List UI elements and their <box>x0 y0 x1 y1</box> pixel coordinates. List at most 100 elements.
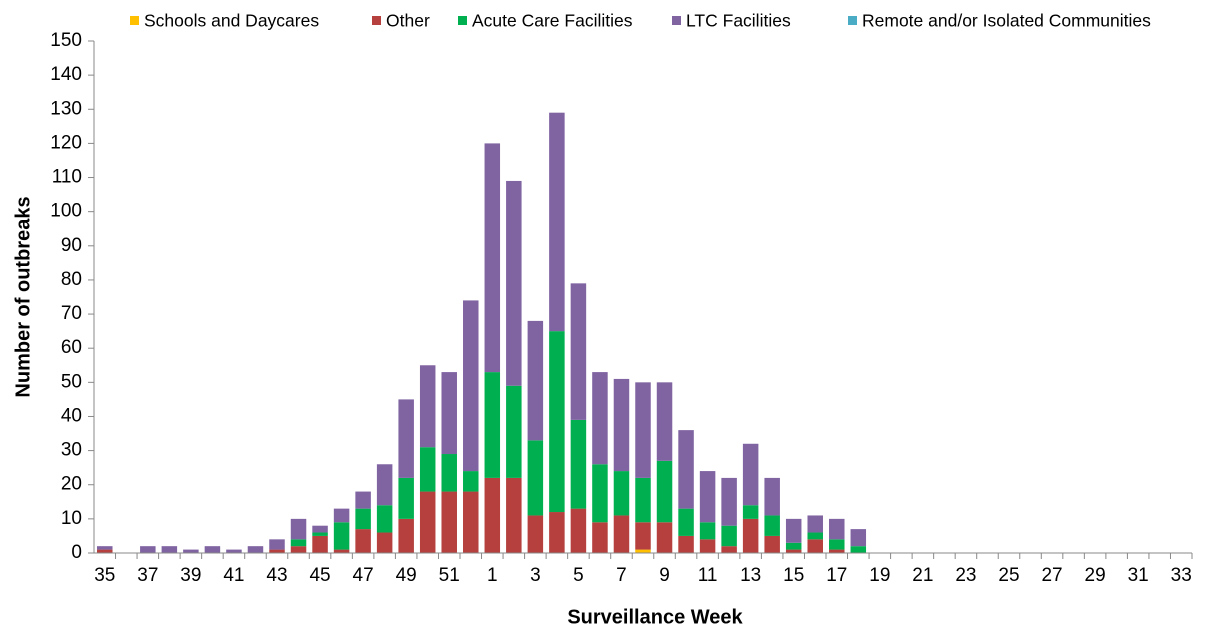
x-tick-label: 1 <box>487 565 498 586</box>
bar-segment <box>398 518 414 553</box>
legend-swatch <box>848 16 857 25</box>
bar-segment <box>269 539 285 550</box>
bar-segment <box>807 515 823 533</box>
bar-segment <box>333 549 350 553</box>
bar-segment <box>419 491 436 553</box>
bar-segment <box>355 491 371 509</box>
x-tick-label: 29 <box>1085 565 1106 586</box>
bar-segment <box>527 515 544 553</box>
x-tick-label: 9 <box>659 565 670 586</box>
bar-segment <box>97 549 113 553</box>
legend-label: Schools and Daycares <box>144 11 319 31</box>
y-tick-label: 90 <box>61 235 82 256</box>
x-tick-label: 7 <box>616 565 627 586</box>
bar-segment <box>549 331 565 513</box>
bar-segment <box>312 532 328 536</box>
x-tick-label: 25 <box>998 565 1019 586</box>
bar-segment <box>742 518 759 553</box>
bar-segment <box>678 535 694 553</box>
bar-segment <box>441 491 457 553</box>
bar-segment <box>764 477 780 516</box>
bar-segment <box>376 464 393 506</box>
y-tick-label: 30 <box>61 440 82 461</box>
bar-segment <box>785 542 802 550</box>
bar-segment <box>355 529 371 553</box>
x-tick-label: 23 <box>955 565 976 586</box>
bar-segment <box>333 508 350 523</box>
bar-segment <box>656 460 673 523</box>
bar-segment <box>850 546 867 553</box>
bar-segment <box>785 518 802 543</box>
x-tick-label: 41 <box>223 565 244 586</box>
bar-segment <box>829 518 845 540</box>
x-tick-label: 43 <box>266 565 287 586</box>
bar-segment <box>441 372 457 455</box>
bar-segment <box>570 508 587 553</box>
x-tick-label: 35 <box>94 565 115 586</box>
y-tick-label: 150 <box>50 30 82 51</box>
y-axis-title: Number of outbreaks <box>12 196 34 397</box>
x-tick-label: 27 <box>1041 565 1062 586</box>
bar-segment <box>355 508 371 530</box>
bar-segment <box>570 419 587 509</box>
y-tick-label: 70 <box>61 303 82 324</box>
bar-segment <box>398 477 414 519</box>
bar-segment <box>678 430 694 509</box>
bar-segment <box>635 477 651 523</box>
bar-segment <box>484 143 501 373</box>
legend-label: LTC Facilities <box>686 11 791 31</box>
bar-segment <box>441 454 457 492</box>
bar-segment <box>850 529 867 547</box>
bar-segment <box>721 525 737 547</box>
bar-segment <box>549 112 565 332</box>
y-tick-label: 50 <box>61 371 82 392</box>
bar-segment <box>829 549 845 553</box>
y-tick-label: 0 <box>71 542 82 563</box>
bar-segment <box>527 440 544 516</box>
x-axis-title: Surveillance Week <box>567 606 743 628</box>
bar-segment <box>312 525 328 533</box>
bar-segment <box>484 477 501 553</box>
y-tick-label: 10 <box>61 508 82 529</box>
bar-segment <box>161 546 178 553</box>
x-tick-label: 31 <box>1128 565 1149 586</box>
bar-segment <box>290 518 307 540</box>
x-tick-label: 45 <box>309 565 330 586</box>
bar-segment <box>635 382 651 478</box>
x-tick-label: 17 <box>826 565 847 586</box>
bar-segment <box>764 535 780 553</box>
bar-segment <box>742 443 759 506</box>
bar-segment <box>527 320 544 441</box>
x-tick-label: 39 <box>180 565 201 586</box>
x-tick-label: 21 <box>912 565 933 586</box>
legend-label: Other <box>386 11 430 31</box>
bar-segment <box>678 508 694 536</box>
bar-segment <box>204 546 221 553</box>
bar-segment <box>592 522 608 553</box>
bar-segment <box>613 471 630 516</box>
legend-swatch <box>458 16 467 25</box>
x-tick-label: 33 <box>1171 565 1192 586</box>
x-tick-label: 47 <box>353 565 374 586</box>
y-tick-label: 100 <box>50 201 82 222</box>
bar-segment <box>463 491 479 553</box>
y-tick-label: 20 <box>61 474 82 495</box>
bar-segment <box>549 512 565 553</box>
bar-segment <box>721 546 737 553</box>
bar-segment <box>699 539 716 553</box>
bar-segment <box>807 539 823 553</box>
bar-segment <box>226 549 242 553</box>
bar-segment <box>764 515 780 536</box>
bar-segment <box>656 382 673 461</box>
bar-segment <box>312 535 328 553</box>
bar-segment <box>570 283 587 420</box>
legend-label: Acute Care Facilities <box>472 11 633 31</box>
y-tick-label: 120 <box>50 132 82 153</box>
bar-segment <box>183 549 199 553</box>
x-tick-label: 3 <box>530 565 541 586</box>
y-tick-label: 110 <box>52 167 82 188</box>
bar-segment <box>140 546 156 553</box>
legend-swatch <box>130 16 139 25</box>
bar-segment <box>419 365 436 448</box>
